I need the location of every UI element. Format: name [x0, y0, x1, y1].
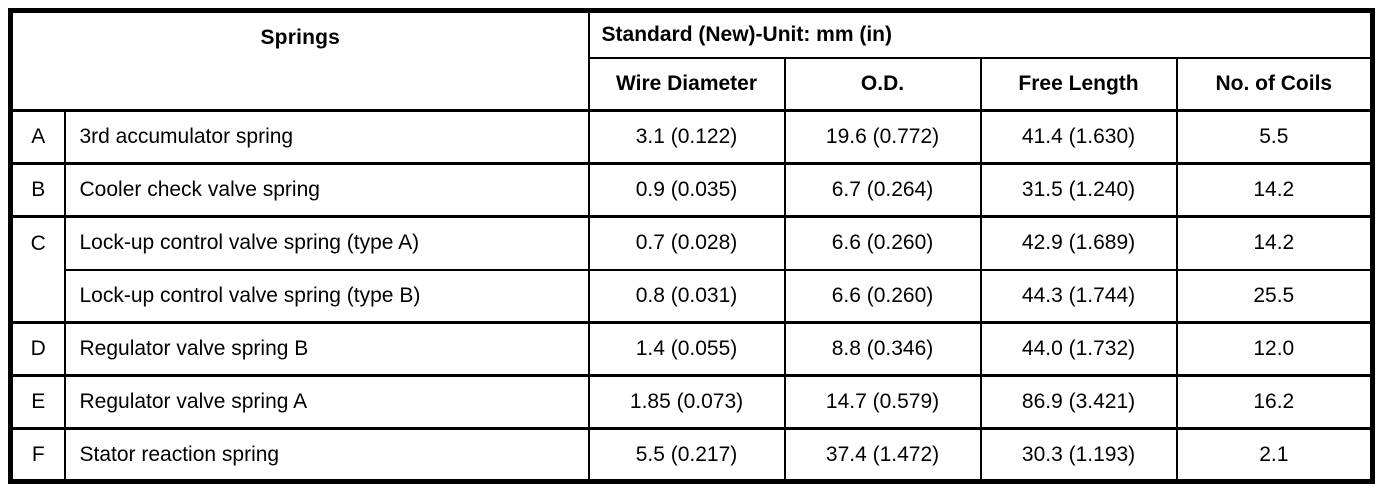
row-letter: C — [9, 215, 66, 324]
springs-header: Springs — [9, 9, 590, 112]
standard-unit-header: Standard (New)-Unit: mm (in) — [587, 9, 1374, 59]
table-row-f: F Stator reaction spring 5.5 (0.217) 37.… — [9, 427, 1374, 483]
header-row-top: Springs Standard (New)-Unit: mm (in) — [9, 9, 1374, 112]
wire-diameter-value: 1.4 (0.055) — [587, 321, 786, 377]
row-letter: A — [9, 109, 66, 165]
table-row-a: A 3rd accumulator spring 3.1 (0.122) 19.… — [9, 109, 1374, 165]
column-header-row: Wire Diameter O.D. Free Length No. of Co… — [11, 56, 1374, 112]
spring-name: 3rd accumulator spring — [63, 109, 590, 165]
no-of-coils-value: 12.0 — [1175, 321, 1374, 377]
row-letter: D — [9, 321, 66, 377]
wire-diameter-value: 3.1 (0.122) — [587, 109, 786, 165]
column-header-no-of-coils: No. of Coils — [1175, 56, 1374, 112]
od-value: 8.8 (0.346) — [783, 321, 982, 377]
free-length-value: 86.9 (3.421) — [979, 374, 1178, 430]
no-of-coils-value: 16.2 — [1175, 374, 1374, 430]
od-value: 6.6 (0.260) — [783, 215, 982, 271]
table-row-d: D Regulator valve spring B 1.4 (0.055) 8… — [9, 321, 1374, 377]
springs-spec-table: Springs Standard (New)-Unit: mm (in) Wir… — [8, 8, 1376, 484]
od-value: 6.7 (0.264) — [783, 162, 982, 218]
table-row-e: E Regulator valve spring A 1.85 (0.073) … — [9, 374, 1374, 430]
free-length-value: 44.0 (1.732) — [979, 321, 1178, 377]
free-length-value: 44.3 (1.744) — [979, 268, 1178, 324]
no-of-coils-value: 25.5 — [1175, 268, 1374, 324]
free-length-value: 30.3 (1.193) — [979, 427, 1178, 483]
od-value: 6.6 (0.260) — [783, 268, 982, 324]
od-value: 14.7 (0.579) — [783, 374, 982, 430]
wire-diameter-value: 5.5 (0.217) — [587, 427, 786, 483]
od-value: 37.4 (1.472) — [783, 427, 982, 483]
wire-diameter-value: 0.9 (0.035) — [587, 162, 786, 218]
column-header-od: O.D. — [783, 56, 982, 112]
free-length-value: 31.5 (1.240) — [979, 162, 1178, 218]
wire-diameter-value: 1.85 (0.073) — [587, 374, 786, 430]
row-letter: F — [9, 427, 66, 483]
row-letter: E — [9, 374, 66, 430]
wire-diameter-value: 0.8 (0.031) — [587, 268, 786, 324]
table-row-c-type-b: Lock-up control valve spring (type B) 0.… — [11, 268, 1374, 324]
column-header-wire-diameter: Wire Diameter — [587, 56, 786, 112]
column-header-free-length: Free Length — [979, 56, 1178, 112]
spring-name: Cooler check valve spring — [63, 162, 590, 218]
row-letter: B — [9, 162, 66, 218]
spring-name: Regulator valve spring A — [63, 374, 590, 430]
wire-diameter-value: 0.7 (0.028) — [587, 215, 786, 271]
spring-name: Lock-up control valve spring (type A) — [63, 215, 590, 271]
no-of-coils-value: 14.2 — [1175, 162, 1374, 218]
od-value: 19.6 (0.772) — [783, 109, 982, 165]
table-row-b: B Cooler check valve spring 0.9 (0.035) … — [9, 162, 1374, 218]
no-of-coils-value: 5.5 — [1175, 109, 1374, 165]
no-of-coils-value: 14.2 — [1175, 215, 1374, 271]
table-row-c-type-a: C Lock-up control valve spring (type A) … — [9, 215, 1374, 324]
spring-name: Regulator valve spring B — [63, 321, 590, 377]
no-of-coils-value: 2.1 — [1175, 427, 1374, 483]
free-length-value: 42.9 (1.689) — [979, 215, 1178, 271]
spring-name: Lock-up control valve spring (type B) — [63, 268, 590, 324]
spring-name: Stator reaction spring — [63, 427, 590, 483]
free-length-value: 41.4 (1.630) — [979, 109, 1178, 165]
